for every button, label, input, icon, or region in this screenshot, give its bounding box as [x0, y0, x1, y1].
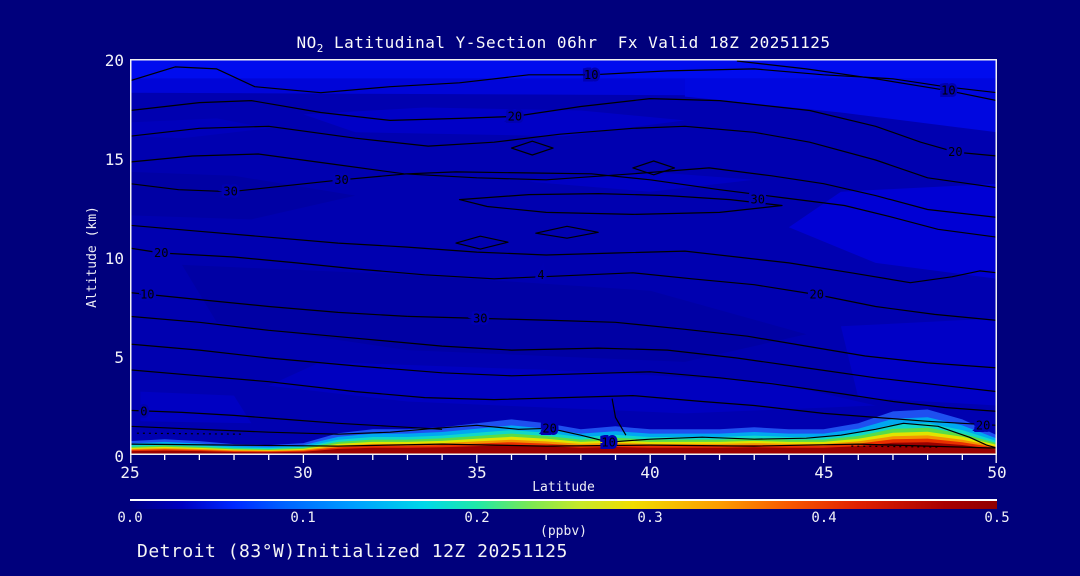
- contour-lines: [130, 60, 997, 449]
- filled-contour-patch: [684, 78, 997, 133]
- contour-label: 30: [473, 311, 487, 325]
- contour-label: 20: [948, 145, 962, 159]
- y-tick-label-10: 10: [104, 249, 124, 268]
- contour-label: 20: [976, 418, 990, 432]
- contour-labels: 10 10 20 20 30 30 30 20 20 10 30 20 0 20 10 4: [138, 65, 993, 452]
- y-tick-label-5: 5: [114, 348, 124, 367]
- contour-label: 30: [334, 173, 348, 187]
- contour-label: 20: [542, 421, 556, 435]
- title-species: NO: [296, 33, 317, 52]
- contour-label: 0: [140, 404, 147, 418]
- contour-line: [130, 247, 997, 321]
- contour-line: [407, 315, 997, 369]
- filled-contour-patch: [130, 59, 997, 79]
- colorbar-tick-0.1: 0.1: [290, 510, 316, 526]
- contour-line-dashed: [851, 445, 939, 448]
- x-tick-label-25: 25: [120, 463, 140, 482]
- contour-line: [130, 292, 408, 317]
- x-tick-label-40: 40: [640, 463, 660, 482]
- x-tick-label-45: 45: [814, 463, 834, 482]
- contour-line: [736, 60, 997, 102]
- page-title: NO2 Latitudinal Y-Section 06hr Fx Valid …: [130, 33, 997, 55]
- x-tick-label-50: 50: [987, 463, 1007, 482]
- contour-label: 10: [941, 84, 955, 98]
- filled-contour-patch: [788, 183, 997, 279]
- contour-line: [632, 160, 676, 176]
- model-run-annotation: Detroit (83°W)Initialized 12Z 20251125: [137, 541, 568, 562]
- contour-line: [130, 409, 443, 430]
- colorbar-tick-0.3: 0.3: [637, 510, 663, 526]
- contour-line: [611, 398, 627, 436]
- title-species-subscript: 2: [316, 42, 324, 56]
- contour-label: 30: [223, 185, 237, 199]
- contour-line: [130, 224, 997, 284]
- contour-line: [130, 443, 997, 449]
- y-tick-label-20: 20: [104, 51, 124, 70]
- colorbar-units-label: (ppbv): [540, 524, 587, 539]
- colorbar-tick-0.5: 0.5: [984, 510, 1010, 526]
- title-text: Latitudinal Y-Section 06hr Fx Valid 18Z …: [323, 33, 831, 52]
- contour-label: 10: [140, 288, 154, 302]
- colorbar-tick-0.2: 0.2: [464, 510, 490, 526]
- contour-label: 20: [154, 246, 168, 260]
- contour-line: [130, 98, 997, 157]
- contour-label: 20: [809, 288, 823, 302]
- colorbar: [130, 499, 997, 509]
- contour-line: [535, 225, 599, 239]
- colorbar-tick-0.0: 0.0: [117, 510, 143, 526]
- contour-line: [130, 125, 997, 189]
- colorbar-tick-0.4: 0.4: [811, 510, 837, 526]
- y-tick-label-15: 15: [104, 150, 124, 169]
- contour-label: 30: [750, 193, 764, 207]
- contour-line: [510, 140, 554, 156]
- x-axis-label: Latitude: [532, 480, 595, 495]
- contour-line: [458, 193, 783, 215]
- filled-contour-patch: [182, 264, 807, 362]
- contour-line: [130, 171, 997, 238]
- filled-contour-patch: [528, 171, 755, 192]
- plume-layer: [130, 442, 997, 455]
- filled-contour-patch: [130, 171, 356, 220]
- y-tick-label-0: 0: [114, 447, 124, 466]
- contour-line: [130, 315, 997, 393]
- contour-line: [455, 235, 509, 250]
- contour-label: 4: [537, 268, 544, 282]
- contour-line: [130, 422, 997, 449]
- contour-line: [130, 343, 997, 412]
- filled-contour-patch: [303, 107, 685, 137]
- contour-label: 10: [584, 68, 598, 82]
- x-axis-ticks: [130, 455, 997, 463]
- filled-contour-patches: [130, 59, 997, 424]
- contour-line: [130, 153, 997, 218]
- contour-label: 10: [601, 436, 615, 450]
- cross-section-plot: 10 10 20 20 30 30 30 20 20 10 30 20 0 20 10 4: [130, 59, 997, 463]
- x-tick-label-30: 30: [293, 463, 313, 482]
- x-tick-label-35: 35: [467, 463, 487, 482]
- filled-contour-patch: [268, 361, 876, 414]
- contour-line: [130, 369, 997, 426]
- plot-frame: [130, 59, 997, 455]
- contour-label: 20: [508, 109, 522, 123]
